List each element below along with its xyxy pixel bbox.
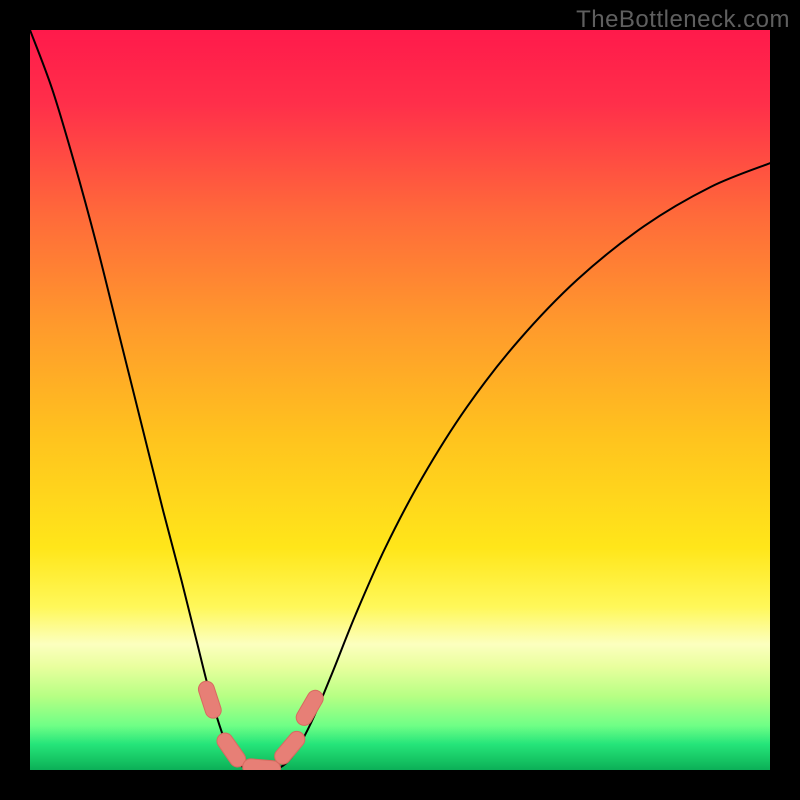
plot-area — [30, 30, 770, 770]
chart-stage: { "watermark": { "text": "TheBottleneck.… — [0, 0, 800, 800]
chart-svg — [0, 0, 800, 800]
watermark-text: TheBottleneck.com — [576, 6, 790, 34]
